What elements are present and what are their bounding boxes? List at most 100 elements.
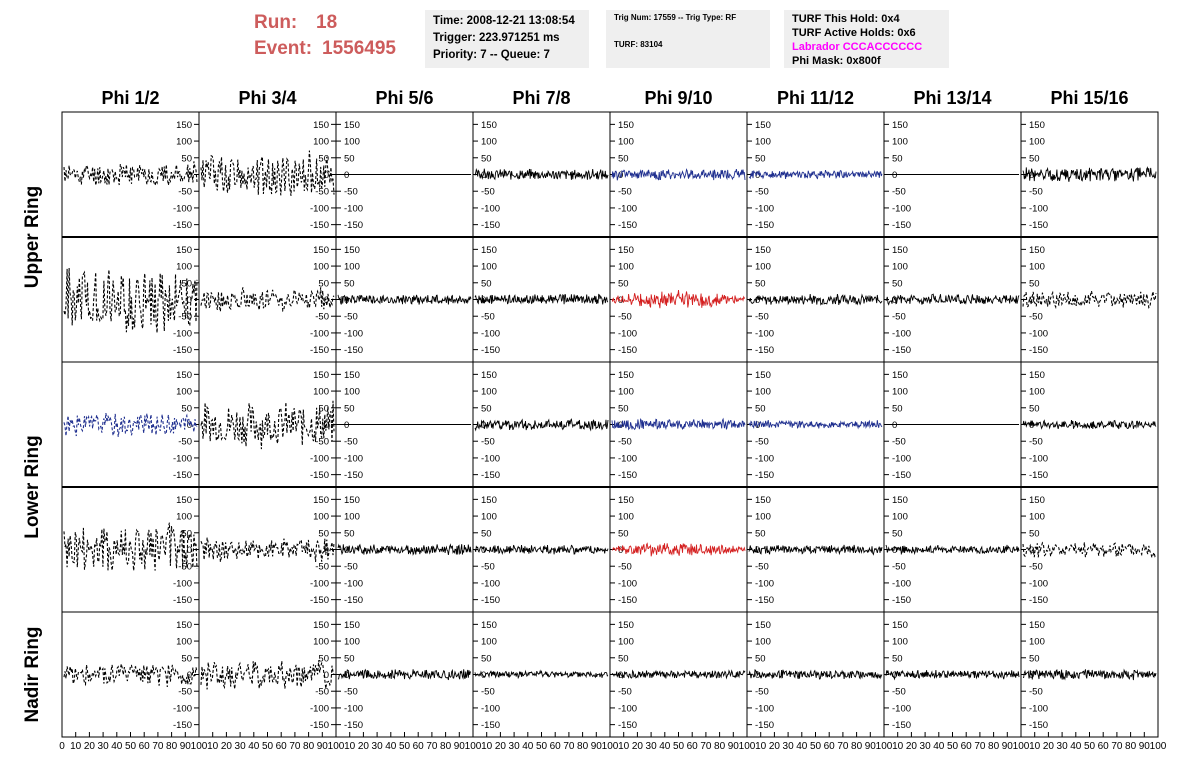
y-tick-label: 100 xyxy=(481,137,497,148)
y-tick-label: 150 xyxy=(755,620,771,631)
y-tick-label: 0 xyxy=(892,545,897,556)
y-tick-label: -150 xyxy=(344,470,363,481)
x-tick-label: 100 xyxy=(465,741,482,752)
y-tick-label: -100 xyxy=(755,328,774,339)
y-tick-label: 150 xyxy=(1029,245,1045,256)
y-tick-label: -100 xyxy=(618,703,637,714)
waveform-trace xyxy=(1022,290,1157,310)
y-tick-label: 100 xyxy=(481,637,497,648)
y-tick-label: -100 xyxy=(481,203,500,214)
y-tick-label: 50 xyxy=(318,153,329,164)
y-tick-label: 150 xyxy=(313,245,329,256)
x-tick-label: 60 xyxy=(961,741,973,752)
y-tick-label: -50 xyxy=(755,687,769,698)
y-tick-label: 150 xyxy=(313,370,329,381)
y-tick-label: -150 xyxy=(310,595,329,606)
priority-text: Priority: 7 -- Queue: 7 xyxy=(433,49,550,61)
y-tick-label: -150 xyxy=(618,345,637,356)
column-title: Phi 15/16 xyxy=(1050,88,1128,108)
x-tick-label: 80 xyxy=(988,741,1000,752)
y-tick-label: 100 xyxy=(313,637,329,648)
event-value: 1556495 xyxy=(322,38,396,59)
y-tick-label: 0 xyxy=(187,545,192,556)
y-tick-label: -100 xyxy=(344,578,363,589)
x-tick-label: 20 xyxy=(769,741,781,752)
waveform-trace xyxy=(748,419,883,430)
y-tick-label: 100 xyxy=(313,262,329,273)
y-tick-label: 100 xyxy=(755,637,771,648)
y-tick-label: 50 xyxy=(892,278,903,289)
y-tick-label: 100 xyxy=(618,387,634,398)
y-tick-label: 150 xyxy=(344,370,360,381)
x-tick-label: 10 xyxy=(344,741,356,752)
waveform-trace xyxy=(63,267,198,333)
y-tick-label: 0 xyxy=(187,170,192,181)
x-tick-label: 40 xyxy=(385,741,397,752)
x-tick-label: 90 xyxy=(1139,741,1151,752)
y-tick-label: -50 xyxy=(315,187,329,198)
y-tick-label: 100 xyxy=(755,262,771,273)
waveform-trace xyxy=(611,542,746,557)
y-tick-label: -50 xyxy=(178,187,192,198)
row-title: Lower Ring xyxy=(22,435,43,538)
x-tick-label: 90 xyxy=(728,741,740,752)
waveform-trace xyxy=(200,400,335,450)
waveform-trace xyxy=(474,544,609,556)
y-tick-label: -150 xyxy=(618,595,637,606)
y-tick-label: -150 xyxy=(173,595,192,606)
x-tick-label: 30 xyxy=(783,741,795,752)
x-tick-label: 80 xyxy=(577,741,589,752)
x-tick-label: 10 xyxy=(1029,741,1041,752)
y-tick-label: 50 xyxy=(618,528,629,539)
y-tick-label: 50 xyxy=(755,153,766,164)
x-tick-label: 100 xyxy=(602,741,619,752)
y-tick-label: 150 xyxy=(618,620,634,631)
waveform-trace xyxy=(885,293,1020,306)
y-tick-label: -100 xyxy=(618,453,637,464)
y-tick-label: -50 xyxy=(178,562,192,573)
y-tick-label: -150 xyxy=(481,220,500,231)
y-tick-label: 0 xyxy=(618,545,623,556)
y-tick-label: 0 xyxy=(618,670,623,681)
x-tick-label: 10 xyxy=(207,741,219,752)
y-tick-label: 0 xyxy=(324,170,329,181)
y-tick-label: -150 xyxy=(481,345,500,356)
y-tick-label: 150 xyxy=(176,370,192,381)
waveform-trace xyxy=(200,537,335,563)
y-tick-label: 50 xyxy=(481,153,492,164)
y-tick-label: -150 xyxy=(755,220,774,231)
x-tick-label: 50 xyxy=(262,741,274,752)
y-tick-label: -150 xyxy=(344,720,363,731)
x-tick-label: 40 xyxy=(522,741,534,752)
y-tick-label: 150 xyxy=(481,120,497,131)
y-tick-label: -50 xyxy=(618,687,632,698)
row-title: Nadir Ring xyxy=(22,626,43,722)
column-title: Phi 7/8 xyxy=(512,88,570,108)
y-tick-label: 0 xyxy=(481,670,486,681)
y-tick-label: -150 xyxy=(173,345,192,356)
y-tick-label: -50 xyxy=(344,562,358,573)
y-tick-label: -150 xyxy=(755,720,774,731)
x-tick-label: 80 xyxy=(440,741,452,752)
x-tick-label: 80 xyxy=(166,741,178,752)
waveform-trace xyxy=(200,287,335,313)
y-tick-label: 150 xyxy=(618,120,634,131)
x-tick-label: 30 xyxy=(920,741,932,752)
y-tick-label: 50 xyxy=(892,653,903,664)
waveform-trace xyxy=(885,544,1020,556)
y-tick-label: 150 xyxy=(344,245,360,256)
x-tick-label: 60 xyxy=(550,741,562,752)
x-tick-label: 70 xyxy=(700,741,712,752)
y-tick-label: -50 xyxy=(481,312,495,323)
y-tick-label: 150 xyxy=(755,495,771,506)
run-row: Run: 18 xyxy=(254,10,424,36)
y-tick-label: 150 xyxy=(344,120,360,131)
y-tick-label: -150 xyxy=(310,720,329,731)
y-tick-label: 100 xyxy=(344,512,360,523)
y-tick-label: 150 xyxy=(176,245,192,256)
y-tick-label: 0 xyxy=(481,545,486,556)
labrador-text: Labrador CCCACCCCCC xyxy=(792,41,923,53)
y-tick-label: 100 xyxy=(1029,262,1045,273)
y-tick-label: 0 xyxy=(344,170,349,181)
y-tick-label: 150 xyxy=(481,370,497,381)
